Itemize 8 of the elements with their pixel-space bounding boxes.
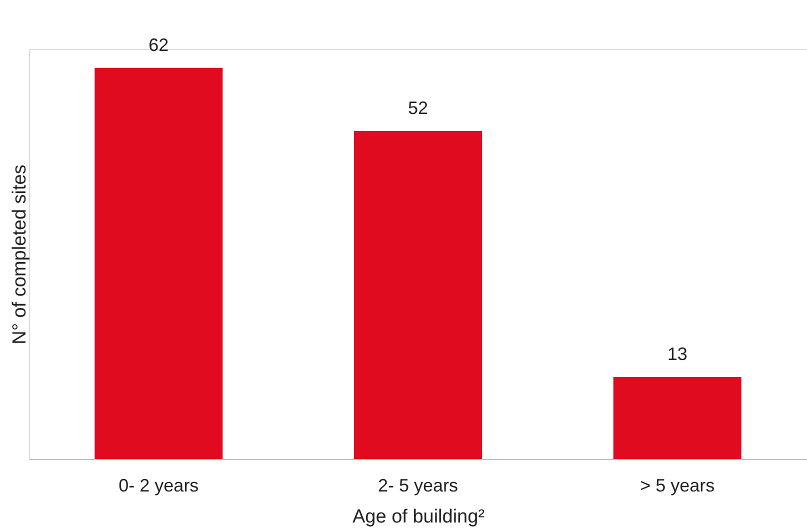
- x-tick-label: > 5 years: [640, 476, 715, 496]
- x-tick-label: 2- 5 years: [378, 476, 458, 496]
- y-axis-title: N° of completed sites: [10, 164, 30, 344]
- data-label: 62: [148, 34, 169, 55]
- data-label: 52: [408, 98, 428, 118]
- data-label: 13: [667, 344, 688, 364]
- x-tick-label: 0- 2 years: [118, 476, 199, 496]
- x-axis-title: Age of building²: [352, 506, 485, 528]
